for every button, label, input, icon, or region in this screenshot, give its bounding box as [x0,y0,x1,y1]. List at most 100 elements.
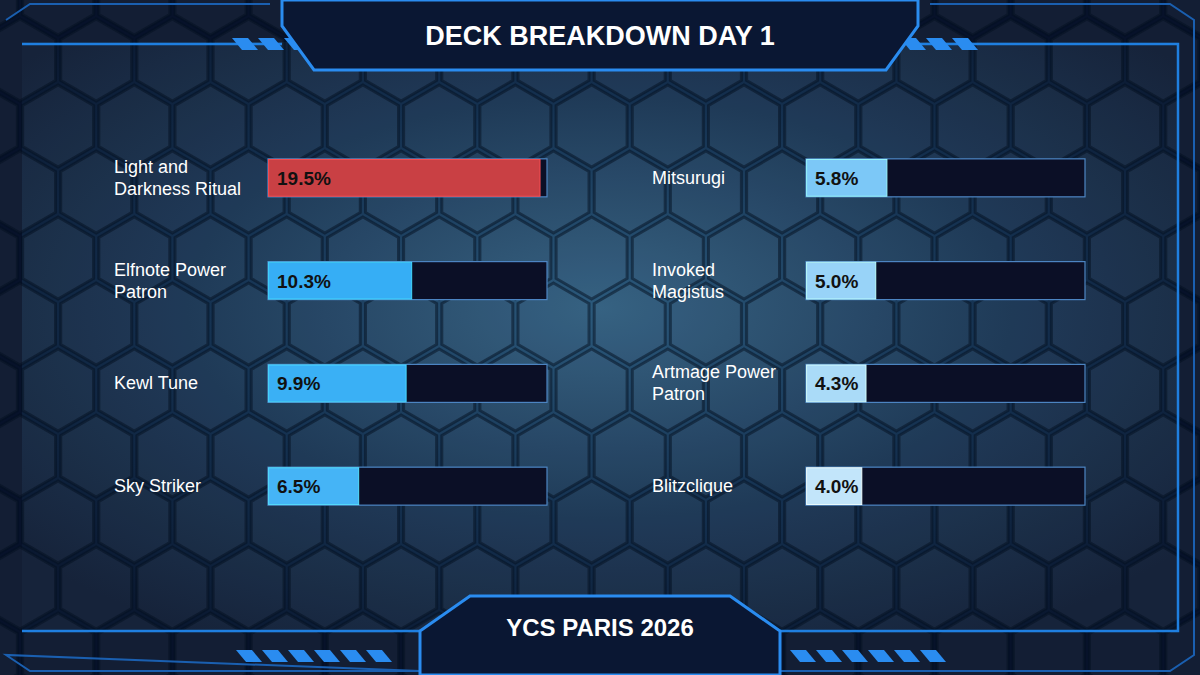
bar [269,468,359,505]
category-label-line: Blitzclique [652,476,733,496]
stripe [816,650,842,662]
hexagon [1090,481,1161,563]
category-label-line: Patron [114,282,167,302]
hexagon [0,547,56,629]
hexagon [1128,283,1199,365]
stripe [790,650,816,662]
hexagon [785,85,856,167]
data-label: 5.0% [815,271,858,292]
hexagon [23,85,94,167]
panel [22,42,1178,633]
data-label: 5.8% [815,168,858,189]
hexagon [556,85,627,167]
hexagon [366,547,437,629]
category-label: Kewl Tune [114,373,198,393]
stripe [288,650,314,662]
hexagon [137,547,208,629]
footer: YCS PARIS 2026 [420,596,780,675]
frame-line [22,44,1178,631]
hexagon [213,19,284,101]
bar-track [268,467,547,505]
category-label: Light and Darkness Ritual [114,157,241,199]
hexagon [1051,19,1122,101]
category-label-line: Kewl Tune [114,373,198,393]
hexagon [709,349,780,431]
hexagon [404,85,475,167]
hexagon [175,613,246,675]
category-label-line: Sky Striker [114,476,201,496]
category-label: Artmage Power Patron [652,362,781,404]
hexagon [213,547,284,629]
bar [807,159,887,196]
hexagon [0,151,56,233]
category-label: Blitzclique [652,476,733,496]
hexagon [289,547,360,629]
hexagon [556,481,627,563]
stripe [258,38,284,50]
hexagon [1013,613,1084,675]
category-label: Elfnote Power Patron [114,260,231,302]
hexagon [1090,613,1161,675]
hexagon [1090,217,1161,299]
hexagon [823,547,894,629]
data-label: 9.9% [277,373,320,394]
tracks [806,159,1085,505]
subtitle: YCS PARIS 2026 [506,614,694,641]
stripe [314,650,340,662]
hexagon [23,217,94,299]
category-label: Sky Striker [114,476,201,496]
data-label: 19.5% [277,168,331,189]
category-label-line: Light and [114,157,193,177]
hexagon [975,547,1046,629]
bar [807,468,862,505]
category-label-line: Magistus [652,282,724,302]
category-label-line: Mitsurugi [652,168,725,188]
bar-track [268,364,547,402]
hexagon [1013,85,1084,167]
hexagon [861,85,932,167]
stripe [926,38,952,50]
category-label-line: Darkness Ritual [114,179,241,199]
data-label: 10.3% [277,271,331,292]
hexagon [556,217,627,299]
hexagon [975,19,1046,101]
bars [807,159,887,504]
hexagon [1128,415,1199,497]
hexagon [937,85,1008,167]
hexagon [327,85,398,167]
hexagon [251,349,322,431]
hexagon [1128,547,1199,629]
hexagon [0,613,17,675]
hexagon [785,613,856,675]
category-label-line: Invoked [652,260,720,280]
stripe [340,650,366,662]
hexagon [594,151,665,233]
hexagon [61,547,132,629]
bar [269,365,407,402]
bar [807,262,876,299]
stripe [842,650,868,662]
labels: 19.5% Light and Darkness Ritual 10.3% Elfno… [114,157,331,497]
hexagon [937,613,1008,675]
category-label-line: Artmage Power [652,362,781,382]
hexagon [670,151,741,233]
bars [269,159,540,504]
tracks [268,159,547,505]
hexagon [99,613,170,675]
chart: DECK BREAKDOWN DAY 1YCS PARIS 202619.5%L… [0,0,1200,675]
bar [269,262,412,299]
hexagon [175,217,246,299]
category-label-line: Patron [652,384,705,404]
hexagon [23,613,94,675]
stripe [232,38,258,50]
hexagon [175,85,246,167]
hexagon [1090,349,1161,431]
category-label: Invoked Magistus [652,260,724,302]
bar [807,365,866,402]
bar [269,159,540,196]
data-label: 6.5% [277,476,320,497]
hexagon [1051,547,1122,629]
hexagon [99,85,170,167]
hexagon [1090,85,1161,167]
data-label: 4.3% [815,373,858,394]
